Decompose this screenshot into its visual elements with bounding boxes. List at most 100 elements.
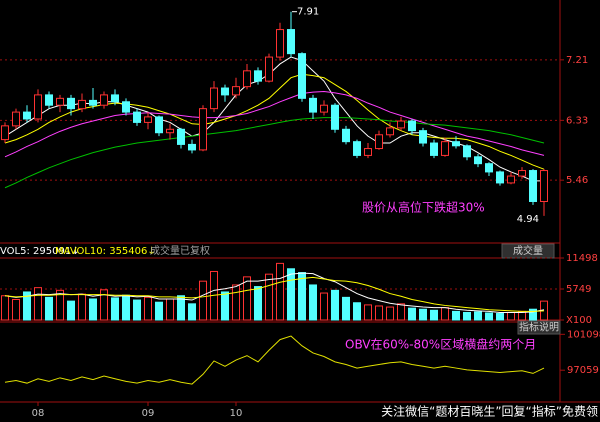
volume-bar [419,308,427,321]
ma-line [4,73,545,170]
y-tick-label: 7.21 [566,55,588,66]
candle-body [155,116,163,134]
volume-bar [34,287,42,321]
candle-body [364,148,372,156]
volume-bar [474,311,482,321]
volume-bar [276,262,284,321]
candle-body [254,70,262,82]
candle-body [529,170,537,202]
annotation: 股价从高位下跌超30% [362,200,485,215]
volume-bar [331,289,339,321]
button[interactable] [517,320,561,335]
ma-line [4,335,545,385]
watermark: 关注微信“题材百晓生”回复“指标”免费领 [381,404,598,419]
volume-bar [496,313,504,321]
candle-body [287,29,295,55]
volume-bar [386,306,394,321]
ma-line [4,117,545,189]
candle-body [243,70,251,88]
candle-body [78,99,86,110]
candle-body [89,99,97,106]
ma-line [4,272,545,313]
candle-body [199,108,207,151]
candle-body [452,141,460,147]
candle-body [221,87,229,96]
y-tick-label: 97059 [567,365,599,376]
volume-bar [309,284,317,321]
candle-body [463,145,471,158]
candle-body [177,128,185,145]
candle-body [265,56,273,82]
volume-bar [122,294,130,321]
x-tick-label: 10 [230,408,243,419]
volume-bar [529,308,537,321]
candle-body [485,163,493,173]
price-label: 4.94 [517,214,539,225]
volume-bar [45,296,53,321]
candle-body [419,130,427,144]
candle-body [1,125,9,141]
volume-bar [100,289,108,321]
volume-bar [507,311,515,321]
candle-body [67,97,75,110]
volume-bar [155,301,163,321]
candle-body [496,171,504,184]
annotation: OBV在60%-80%区域横盘约两个月 [345,337,536,352]
volume-bar [353,302,361,321]
candle-body [474,156,482,165]
candle-body [276,29,284,58]
volume-bar [111,297,119,321]
button-label: 成交量 [513,244,543,257]
candle-body [144,116,152,123]
volume-header: VOL5: 295091↓ [0,246,80,257]
volume-bar [485,312,493,321]
volume-bar [78,293,86,321]
volume-bar [188,303,196,321]
candle-body [540,170,548,202]
volume-bar [364,304,372,321]
candle-body [375,134,383,150]
volume-bar [144,296,152,321]
candle-body [232,86,240,96]
candle-body [298,53,306,99]
volume-bar [221,291,229,321]
volume-bar [320,292,328,321]
candle-body [342,128,350,143]
ma-line [4,90,545,158]
volume-bar [67,300,75,321]
y-tick-label: X100 [566,315,592,326]
button[interactable] [501,243,555,259]
volume-bar [452,310,460,321]
candle-body [386,127,394,136]
candle-body [45,94,53,106]
volume-bar [287,268,295,321]
volume-bar [342,296,350,321]
volume-bar [177,295,185,321]
candle-body [430,142,438,156]
volume-bar [298,272,306,321]
candle-body [320,104,328,113]
candle-body [353,141,361,156]
volume-bar [397,303,405,321]
x-tick-label: 09 [142,408,155,419]
volume-bar [265,273,273,321]
volume-bar [441,307,449,321]
ma-line [4,276,545,312]
candle-body [441,141,449,156]
y-tick-label: 5.46 [566,175,588,186]
candle-body [122,101,130,113]
candle-body [23,111,31,120]
candle-body [397,120,405,129]
volume-bar [56,289,64,321]
volume-bar [1,295,9,321]
volume-bar [232,284,240,321]
volume-header: MAVOL10: 355406↓ [55,246,156,257]
y-tick-label: 5749 [566,284,591,295]
candle-body [133,111,141,123]
price-label: 7.91 [297,7,319,18]
button-label: 指标说明 [519,321,559,334]
volume-bar [23,291,31,321]
volume-bar [254,286,262,321]
